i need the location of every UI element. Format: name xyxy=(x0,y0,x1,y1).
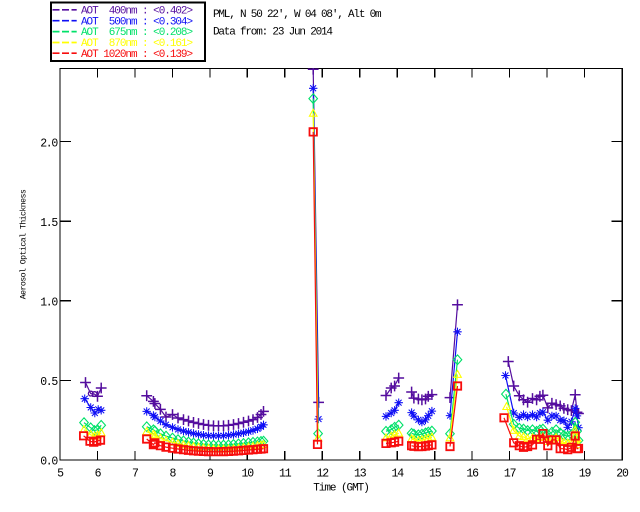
svg-text:5: 5 xyxy=(57,468,64,481)
svg-text:Time (GMT): Time (GMT) xyxy=(313,483,369,495)
svg-text:AOT 675nm : <0.208>: AOT 675nm : <0.208> xyxy=(81,27,192,39)
svg-text:8: 8 xyxy=(170,468,177,481)
svg-text:13: 13 xyxy=(354,468,367,481)
svg-text:AOT 1020nm : <0.139>: AOT 1020nm : <0.139> xyxy=(81,49,192,61)
svg-text:AOT 870nm : <0.161>: AOT 870nm : <0.161> xyxy=(81,38,192,50)
svg-text:Aerosol Optical Thickness: Aerosol Optical Thickness xyxy=(19,189,29,299)
svg-text:11: 11 xyxy=(279,468,292,481)
svg-text:Data from: 23 Jun 2014: Data from: 23 Jun 2014 xyxy=(213,27,333,39)
svg-text:6: 6 xyxy=(95,468,102,481)
svg-text:0.5: 0.5 xyxy=(40,376,58,389)
svg-text:PML, N 50 22', W 04 08', Alt 0: PML, N 50 22', W 04 08', Alt 0m xyxy=(213,9,382,21)
svg-text:0.0: 0.0 xyxy=(40,456,58,469)
svg-text:2.0: 2.0 xyxy=(40,137,58,150)
svg-text:1.5: 1.5 xyxy=(40,217,58,230)
svg-text:19: 19 xyxy=(579,468,592,481)
svg-text:7: 7 xyxy=(132,468,138,481)
svg-text:20: 20 xyxy=(616,468,629,481)
svg-text:1.0: 1.0 xyxy=(40,297,58,310)
svg-text:16: 16 xyxy=(466,468,479,481)
svg-text:15: 15 xyxy=(429,468,442,481)
svg-text:14: 14 xyxy=(391,468,404,481)
svg-text:12: 12 xyxy=(317,468,330,481)
svg-text:9: 9 xyxy=(207,468,214,481)
svg-text:10: 10 xyxy=(242,468,255,481)
svg-text:18: 18 xyxy=(541,468,554,481)
svg-text:AOT 400nm : <0.402>: AOT 400nm : <0.402> xyxy=(81,5,192,17)
svg-text:AOT 500nm : <0.304>: AOT 500nm : <0.304> xyxy=(81,16,192,28)
svg-text:17: 17 xyxy=(504,468,516,481)
